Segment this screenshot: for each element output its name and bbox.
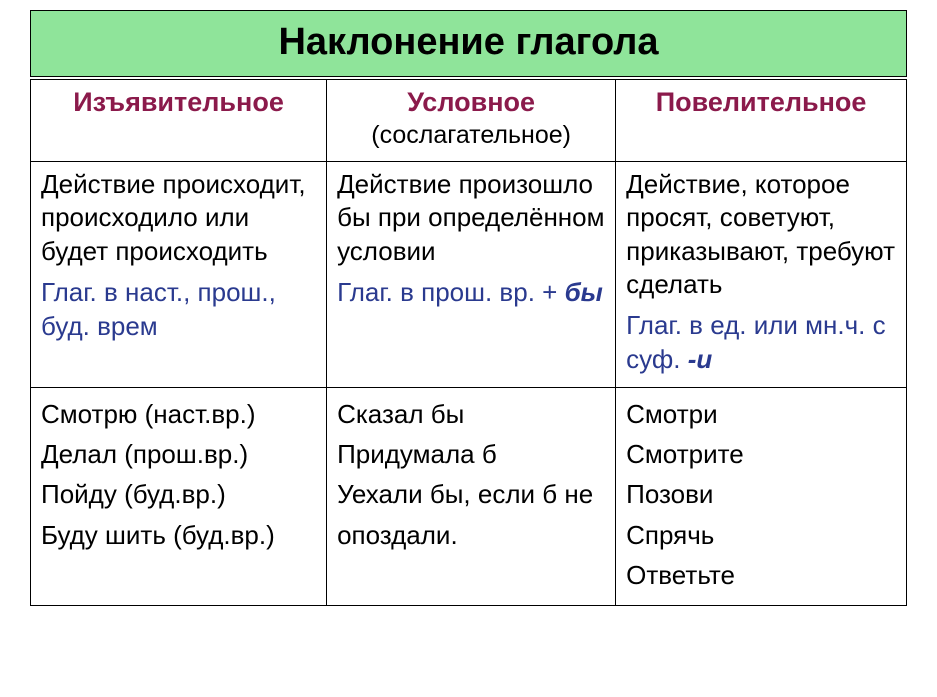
form-italic: -и	[688, 344, 713, 374]
page-title: Наклонение глагола	[30, 10, 907, 77]
cell-examples: Смотрю (наст.вр.) Делал (прош.вр.) Пойду…	[31, 387, 327, 605]
example-item: Ответьте	[626, 555, 896, 595]
col-header-main: Изъявительное	[41, 86, 316, 120]
example-item: Смотрю (наст.вр.)	[41, 394, 316, 434]
cell-description: Действие произошло бы при определённом у…	[327, 162, 616, 388]
examples-list: Сказал бы Придумала б Уехали бы, если б …	[337, 394, 605, 555]
col-header-imperative: Повелительное	[616, 80, 907, 162]
example-item: Уехали бы, если б не опоздали.	[337, 474, 605, 555]
cell-description: Действие, которое просят, советуют, прик…	[616, 162, 907, 388]
col-header-indicative: Изъявительное	[31, 80, 327, 162]
col-header-sub: (сослагательное)	[337, 120, 605, 151]
example-item: Буду шить (буд.вр.)	[41, 515, 316, 555]
form-text: Глаг. в наст., прош., буд. врем	[41, 276, 316, 344]
example-item: Делал (прош.вр.)	[41, 434, 316, 474]
table-examples-row: Смотрю (наст.вр.) Делал (прош.вр.) Пойду…	[31, 387, 907, 605]
example-item: Смотри	[626, 394, 896, 434]
col-header-conditional: Условное (сослагательное)	[327, 80, 616, 162]
form-text: Глаг. в прош. вр. + бы	[337, 276, 605, 310]
cell-description: Действие происходит, происходило или буд…	[31, 162, 327, 388]
table-header-row: Изъявительное Условное (сослагательное) …	[31, 80, 907, 162]
form-text: Глаг. в ед. или мн.ч. с суф. -и	[626, 309, 896, 377]
description-text: Действие, которое просят, советуют, прик…	[626, 168, 896, 301]
example-item: Сказал бы	[337, 394, 605, 434]
cell-examples: Смотри Смотрите Позови Спрячь Ответьте	[616, 387, 907, 605]
cell-examples: Сказал бы Придумала б Уехали бы, если б …	[327, 387, 616, 605]
examples-list: Смотрю (наст.вр.) Делал (прош.вр.) Пойду…	[41, 394, 316, 555]
example-item: Придумала б	[337, 434, 605, 474]
mood-table: Изъявительное Условное (сослагательное) …	[30, 79, 907, 606]
example-item: Смотрите	[626, 434, 896, 474]
col-header-main: Повелительное	[626, 86, 896, 120]
form-italic: бы	[565, 277, 603, 307]
example-item: Позови	[626, 474, 896, 514]
example-item: Спрячь	[626, 515, 896, 555]
examples-list: Смотри Смотрите Позови Спрячь Ответьте	[626, 394, 896, 595]
form-plain: Глаг. в ед. или мн.ч. с суф.	[626, 310, 885, 374]
example-item: Пойду (буд.вр.)	[41, 474, 316, 514]
description-text: Действие произошло бы при определённом у…	[337, 168, 605, 268]
form-plain: Глаг. в прош. вр. +	[337, 277, 564, 307]
table-description-row: Действие происходит, происходило или буд…	[31, 162, 907, 388]
col-header-main: Условное	[337, 86, 605, 120]
page: Наклонение глагола Изъявительное Условно…	[0, 0, 937, 697]
form-plain: Глаг. в наст., прош., буд. врем	[41, 277, 276, 341]
description-text: Действие происходит, происходило или буд…	[41, 168, 316, 268]
